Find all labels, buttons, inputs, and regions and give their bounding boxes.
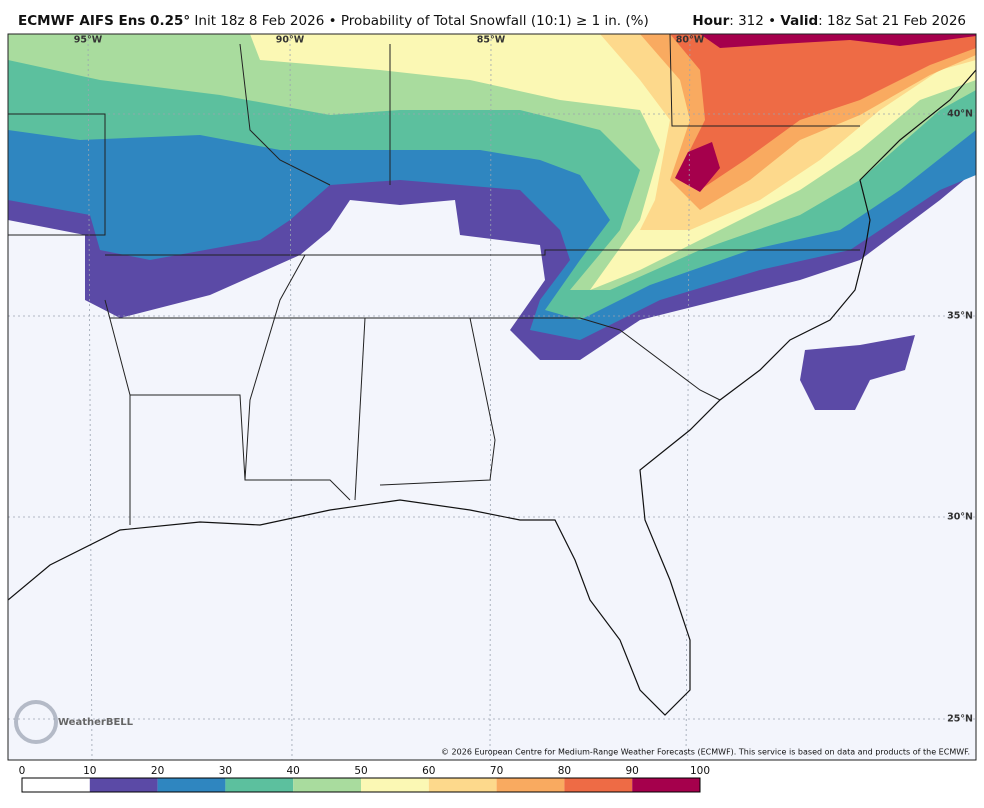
band-90 (700, 34, 976, 48)
valid-label: Valid (780, 13, 818, 29)
lon-label: 90°W (276, 35, 305, 46)
colorbar-segment (22, 778, 90, 792)
colorbar-tick-label: 70 (490, 765, 503, 777)
logo-swirl (14, 700, 58, 744)
colorbar-tick-label: 50 (354, 765, 367, 777)
colorbar-segment (293, 778, 361, 792)
lat-label: 40°N (947, 109, 973, 120)
logo: WeatherBELL (58, 717, 134, 728)
colorbar-segment (361, 778, 429, 792)
header-right: Hour: 312 • Valid: 18z Sat 21 Feb 2026 (692, 13, 966, 29)
band-90-wv (675, 142, 720, 192)
subtitle: Init 18z 8 Feb 2026 • Probability of Tot… (194, 13, 648, 29)
colorbar-segment (496, 778, 565, 792)
colorbar-segment (632, 778, 700, 792)
colorbar-tick-label: 0 (19, 765, 26, 777)
colorbar-segment (157, 778, 226, 792)
colorbar-tick-label: 100 (690, 765, 710, 777)
map: 95°W 90°W 85°W 80°W 40°N 35°N 30°N 25°N … (7, 33, 977, 761)
valid-value: : 18z Sat 21 Feb 2026 (818, 13, 966, 29)
map-frame (7, 33, 977, 761)
band-10-offshore (800, 335, 915, 410)
colorbar-frame (21, 777, 701, 793)
hour-value: : 312 • (729, 13, 776, 29)
colorbar-segment (564, 778, 633, 792)
title: ECMWF AIFS Ens 0.25° (18, 13, 190, 29)
lat-label: 30°N (947, 512, 973, 523)
colorbar-tick-label: 20 (151, 765, 164, 777)
state-lines (8, 34, 860, 525)
colorbar-tick-label: 80 (558, 765, 571, 777)
lon-label: 95°W (74, 35, 103, 46)
copyright: © 2026 European Centre for Medium-Range … (441, 748, 970, 757)
grid-lines (8, 34, 976, 760)
colorbar-segment (428, 778, 497, 792)
colorbar-tick-label: 10 (83, 765, 96, 777)
band-80 (670, 34, 976, 190)
lon-label: 80°W (676, 35, 705, 46)
colorbar-tick-label: 40 (287, 765, 300, 777)
colorbar-tick-label: 30 (219, 765, 232, 777)
colorbar-segment (225, 778, 294, 792)
coastline (8, 69, 976, 716)
lon-label: 85°W (477, 35, 506, 46)
hour-label: Hour (692, 13, 729, 29)
colorbar-tick-label: 90 (626, 765, 639, 777)
lat-label: 25°N (947, 714, 973, 725)
colorbar-segment (89, 778, 158, 792)
colorbar-tick-label: 60 (422, 765, 435, 777)
colorbar: 0 10 20 30 40 50 60 70 80 90 100 (19, 765, 710, 793)
header-left: ECMWF AIFS Ens 0.25° Init 18z 8 Feb 2026… (18, 13, 649, 29)
lat-label: 35°N (947, 311, 973, 322)
